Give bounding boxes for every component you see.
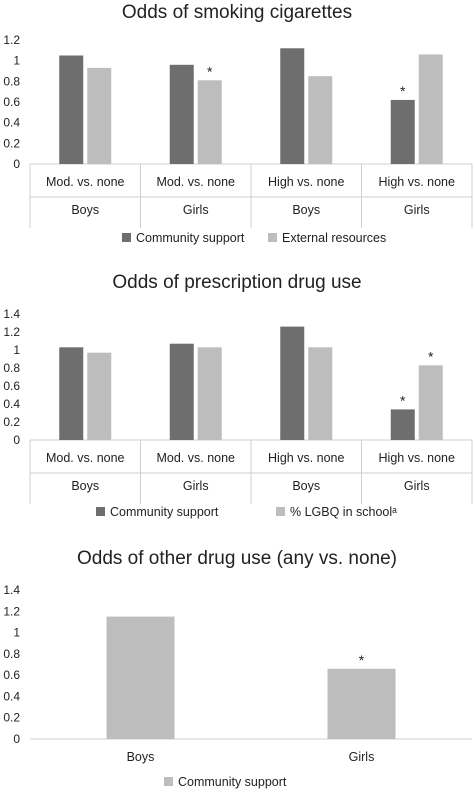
bar	[87, 67, 112, 164]
y-tick-label: 1	[13, 343, 20, 357]
y-tick-label: 0.8	[3, 361, 20, 375]
y-tick-label: 0.2	[3, 415, 20, 429]
category-label: Mod. vs. none	[156, 451, 235, 465]
bar	[87, 352, 112, 440]
bar	[390, 409, 415, 440]
y-tick-label: 0.6	[3, 668, 20, 682]
category-label: Girls	[349, 750, 375, 764]
bar	[308, 76, 333, 164]
bar	[327, 668, 396, 739]
y-tick-label: 0	[13, 732, 20, 746]
group-label: Girls	[183, 479, 209, 493]
bar	[169, 64, 194, 164]
group-label: Boys	[292, 479, 320, 493]
y-tick-label: 1	[13, 626, 20, 640]
smoking-chart-svg: Odds of smoking cigarettes 0 0.2 0.4 0.6 0.8 1…	[3, 2, 473, 245]
prescription-chart: Odds of prescription drug use 0 0.2 0.4 0.6 0…	[0, 262, 474, 528]
group-label: Girls	[183, 203, 209, 217]
legend-swatch	[122, 233, 131, 242]
smoking-chart: Odds of smoking cigarettes 0 0.2 0.4 0.6 0.8 1…	[0, 0, 474, 260]
bar	[197, 347, 222, 440]
group-label: Boys	[292, 203, 320, 217]
y-tick-label: 0	[13, 433, 20, 447]
y-tick-label: 1.4	[3, 307, 20, 321]
y-tick-label: 1.2	[3, 33, 20, 47]
bar	[280, 326, 305, 440]
y-tick-label: 1	[13, 54, 20, 68]
chart-title: Odds of other drug use (any vs. none)	[77, 548, 397, 569]
significance-star: *	[359, 652, 365, 668]
legend-label: Community support	[178, 775, 287, 789]
y-tick-label: 1.2	[3, 604, 20, 618]
category-label: High vs. none	[379, 175, 455, 189]
category-label: Mod. vs. none	[46, 175, 125, 189]
y-tick-label: 0.4	[3, 116, 20, 130]
y-tick-label: 1.4	[3, 583, 20, 597]
category-label: Boys	[127, 750, 155, 764]
bar	[59, 347, 84, 440]
other-drug-chart: Odds of other drug use (any vs. none) 0 0.…	[0, 536, 474, 794]
legend-label: % LGBQ in schoolᵃ	[290, 505, 397, 519]
y-tick-label: 0.6	[3, 379, 20, 393]
y-tick-label: 0.2	[3, 711, 20, 725]
group-label: Girls	[404, 203, 430, 217]
bar	[308, 347, 333, 440]
bar	[59, 55, 84, 164]
y-tick-label: 0.6	[3, 95, 20, 109]
legend-swatch	[268, 233, 277, 242]
category-label: Mod. vs. none	[46, 451, 125, 465]
group-label: Boys	[71, 479, 99, 493]
bar	[169, 343, 194, 440]
significance-star: *	[428, 348, 434, 364]
prescription-chart-svg: Odds of prescription drug use 0 0.2 0.4 0.6 0…	[3, 272, 473, 519]
category-label: High vs. none	[268, 175, 344, 189]
legend-swatch	[276, 507, 285, 516]
group-label: Girls	[404, 479, 430, 493]
bar	[390, 99, 415, 164]
y-tick-label: 0.4	[3, 397, 20, 411]
bar	[418, 54, 443, 164]
y-tick-label: 0.8	[3, 74, 20, 88]
chart-title: Odds of smoking cigarettes	[122, 2, 352, 23]
y-tick-label: 0	[13, 157, 20, 171]
y-tick-label: 1.2	[3, 325, 20, 339]
chart-title: Odds of prescription drug use	[112, 272, 361, 293]
legend-label: External resources	[282, 231, 386, 245]
bar	[106, 616, 175, 739]
legend-label: Community support	[110, 505, 219, 519]
legend-label: Community support	[136, 231, 245, 245]
bar	[280, 48, 305, 165]
y-tick-label: 0.8	[3, 647, 20, 661]
legend-swatch	[96, 507, 105, 516]
category-label: High vs. none	[379, 451, 455, 465]
significance-star: *	[400, 392, 406, 408]
legend-swatch	[164, 777, 173, 786]
significance-star: *	[400, 83, 406, 99]
other-drug-chart-svg: Odds of other drug use (any vs. none) 0 0.…	[3, 548, 472, 789]
category-label: Mod. vs. none	[156, 175, 235, 189]
bar	[197, 80, 222, 164]
significance-star: *	[207, 63, 213, 79]
category-label: High vs. none	[268, 451, 344, 465]
bar	[418, 365, 443, 440]
y-tick-label: 0.4	[3, 689, 20, 703]
group-label: Boys	[71, 203, 99, 217]
y-tick-label: 0.2	[3, 136, 20, 150]
